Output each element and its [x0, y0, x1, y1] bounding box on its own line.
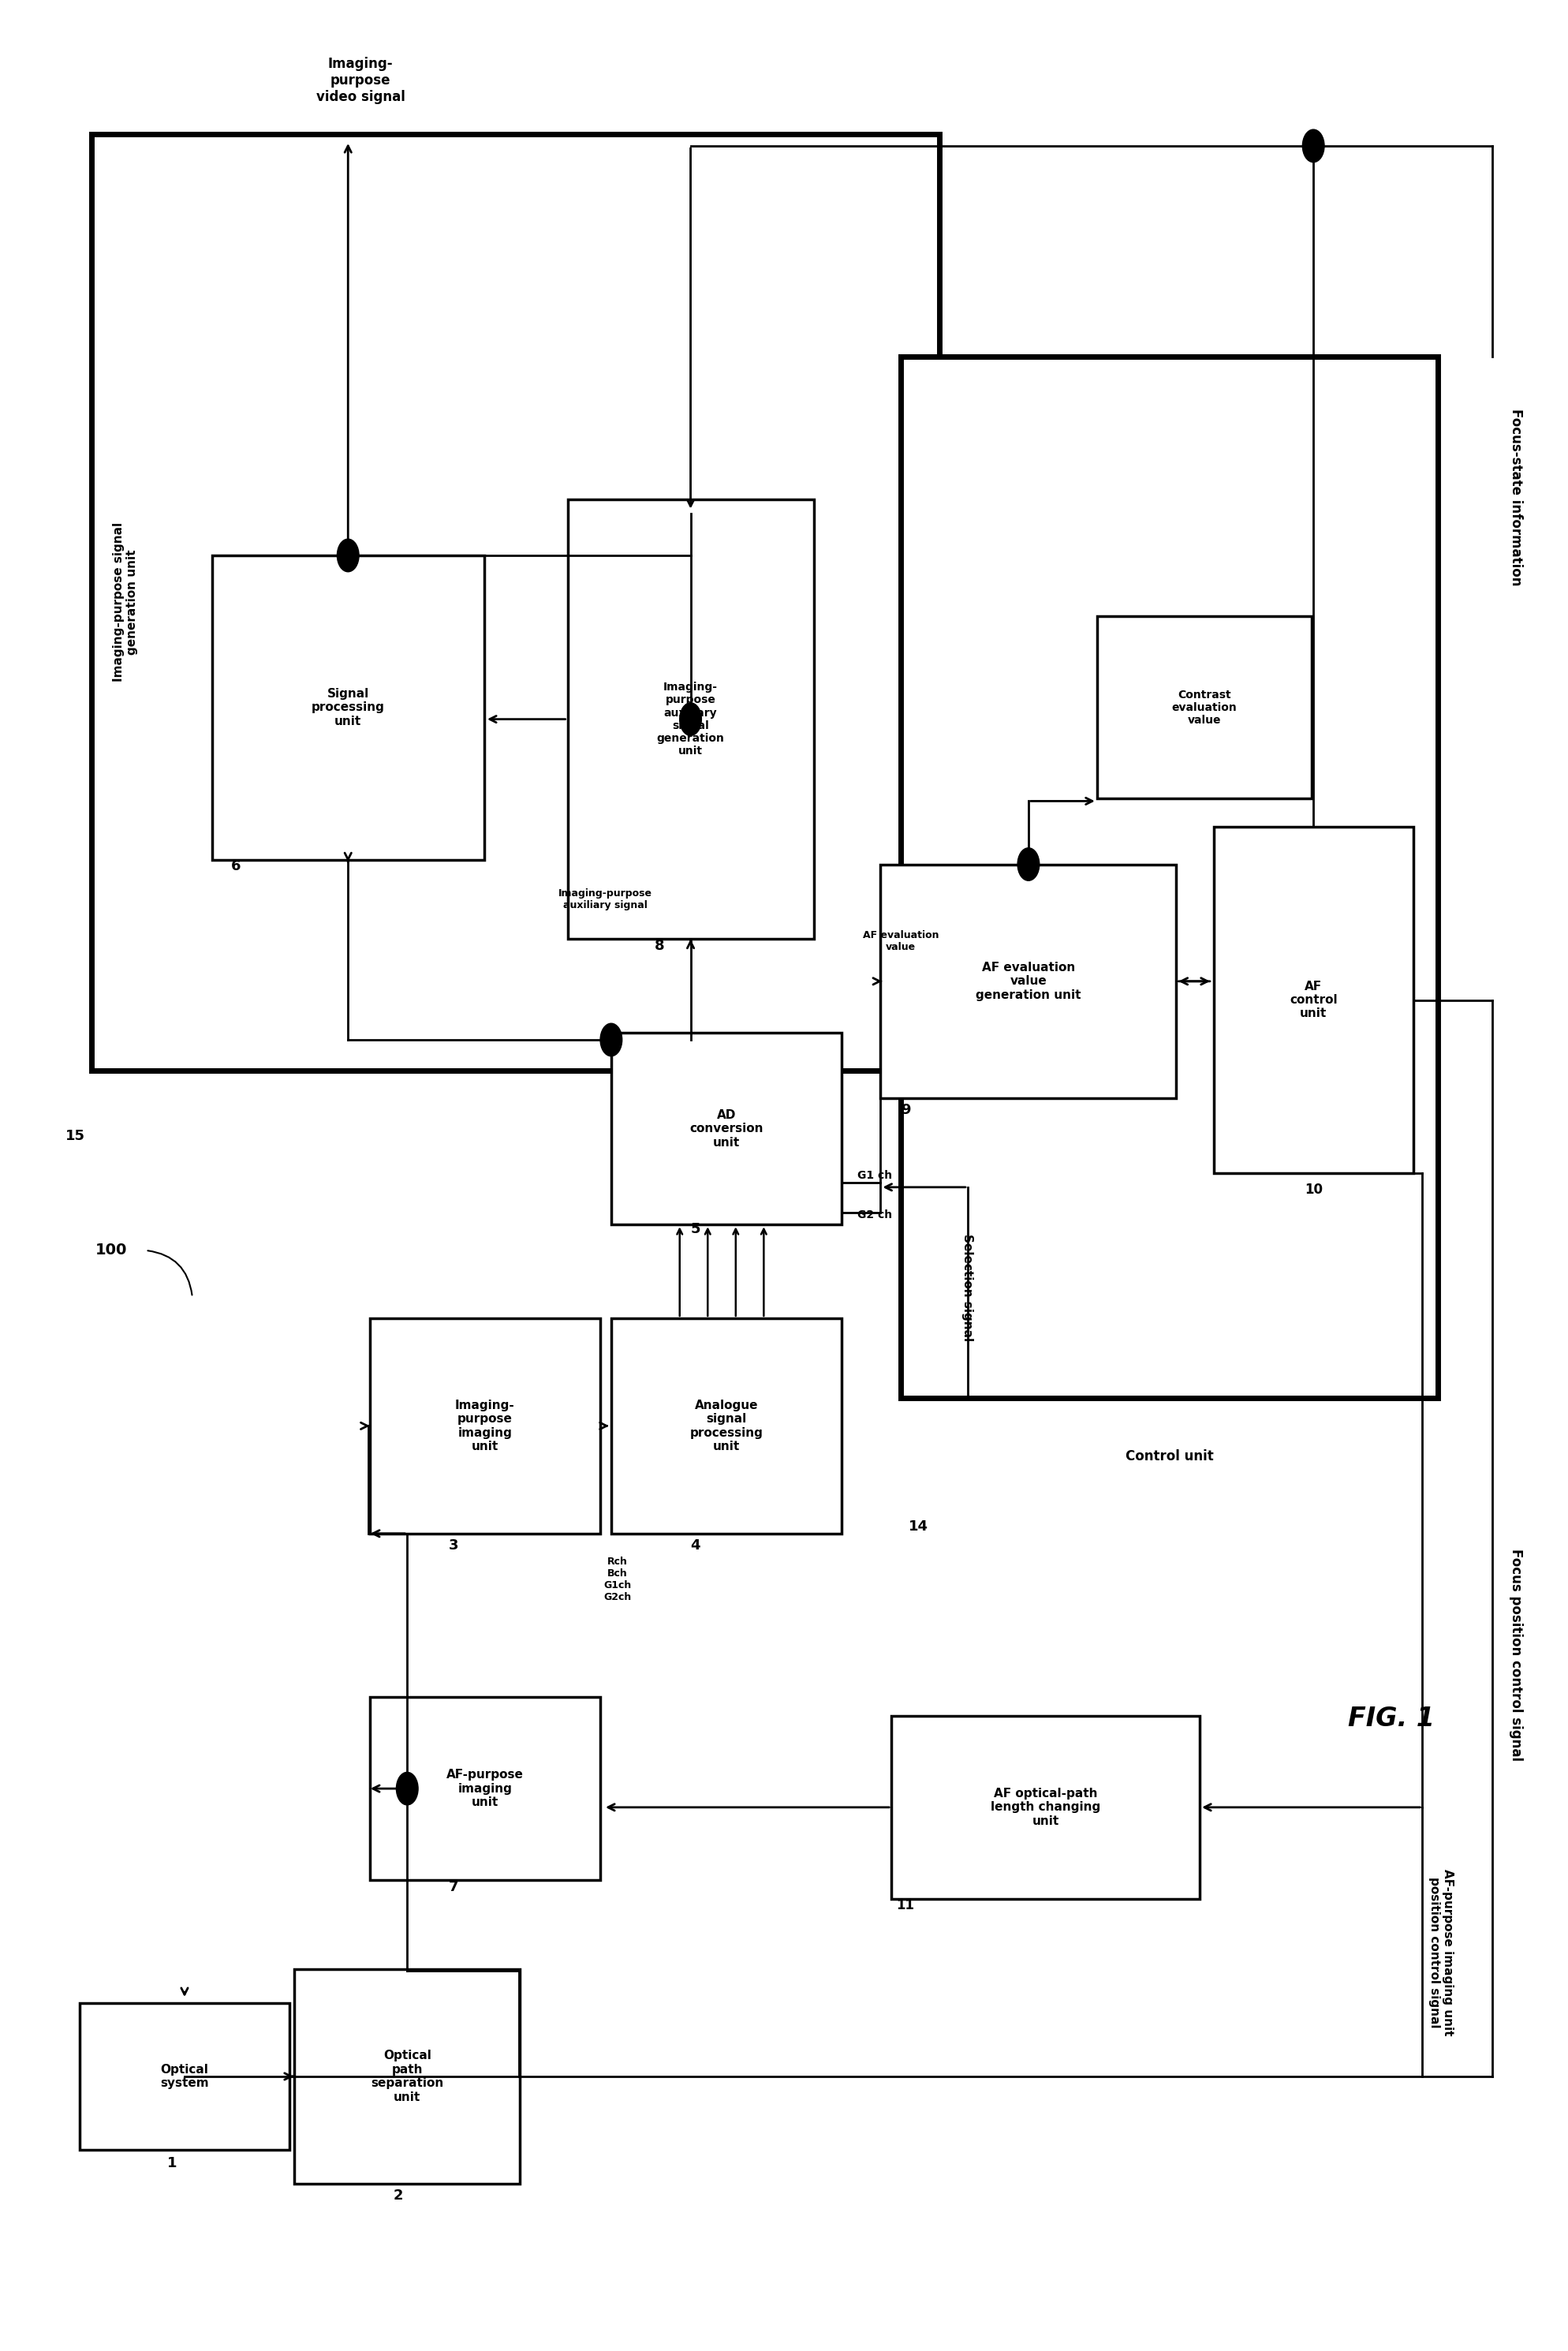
FancyBboxPatch shape [212, 555, 485, 860]
FancyBboxPatch shape [612, 1032, 842, 1225]
Text: Rch
Bch
G1ch
G2ch: Rch Bch G1ch G2ch [604, 1556, 632, 1603]
Text: 8: 8 [654, 938, 665, 952]
Text: Control unit: Control unit [1126, 1448, 1214, 1462]
Text: Imaging-
purpose
auxiliary
signal
generation
unit: Imaging- purpose auxiliary signal genera… [657, 682, 724, 757]
FancyBboxPatch shape [900, 357, 1438, 1399]
Circle shape [601, 1023, 622, 1056]
FancyBboxPatch shape [568, 498, 814, 938]
FancyBboxPatch shape [1098, 616, 1312, 799]
Text: AF optical-path
length changing
unit: AF optical-path length changing unit [991, 1787, 1101, 1827]
Text: 2: 2 [394, 2189, 403, 2203]
FancyBboxPatch shape [881, 865, 1176, 1098]
Text: Imaging-purpose
auxiliary signal: Imaging-purpose auxiliary signal [558, 889, 652, 910]
FancyBboxPatch shape [612, 1319, 842, 1533]
Circle shape [1303, 129, 1325, 162]
Text: Imaging-
purpose
video signal: Imaging- purpose video signal [317, 56, 405, 103]
Text: Analogue
signal
processing
unit: Analogue signal processing unit [690, 1399, 764, 1453]
Text: G2 ch: G2 ch [858, 1211, 892, 1220]
Text: Optical
system: Optical system [160, 2064, 209, 2090]
Text: Imaging-
purpose
imaging
unit: Imaging- purpose imaging unit [455, 1399, 514, 1453]
Text: Imaging-purpose signal
generation unit: Imaging-purpose signal generation unit [113, 522, 138, 682]
Circle shape [679, 703, 701, 736]
Text: 100: 100 [96, 1244, 127, 1258]
Text: 4: 4 [690, 1538, 701, 1552]
Text: AF evaluation
value
generation unit: AF evaluation value generation unit [975, 962, 1080, 1002]
Text: AD
conversion
unit: AD conversion unit [690, 1110, 764, 1147]
Text: Focus-state information: Focus-state information [1508, 409, 1523, 585]
Text: 3: 3 [448, 1538, 459, 1552]
FancyBboxPatch shape [295, 1968, 521, 2184]
Text: AF-purpose imaging unit
position control signal: AF-purpose imaging unit position control… [1428, 1869, 1454, 2036]
Text: 14: 14 [908, 1519, 928, 1533]
Text: 15: 15 [66, 1128, 85, 1143]
Text: FIG. 1: FIG. 1 [1348, 1704, 1435, 1730]
Text: G1 ch: G1 ch [858, 1171, 892, 1180]
Circle shape [337, 538, 359, 571]
Text: 11: 11 [897, 1900, 914, 1914]
FancyBboxPatch shape [370, 1697, 601, 1881]
Circle shape [1018, 849, 1040, 882]
FancyBboxPatch shape [370, 1319, 601, 1533]
FancyBboxPatch shape [80, 2003, 290, 2151]
Text: 6: 6 [230, 860, 241, 875]
Text: 7: 7 [448, 1881, 459, 1895]
FancyBboxPatch shape [1214, 828, 1413, 1173]
FancyBboxPatch shape [91, 134, 939, 1070]
Text: Selection signal: Selection signal [961, 1234, 974, 1342]
Text: Optical
path
separation
unit: Optical path separation unit [370, 2050, 444, 2102]
Text: Contrast
evaluation
value: Contrast evaluation value [1171, 689, 1237, 726]
Text: 1: 1 [168, 2156, 177, 2170]
Text: AF-purpose
imaging
unit: AF-purpose imaging unit [447, 1768, 524, 1808]
Circle shape [397, 1773, 419, 1806]
Text: Focus position control signal: Focus position control signal [1508, 1549, 1523, 1761]
Text: AF evaluation
value: AF evaluation value [862, 931, 939, 952]
Text: Signal
processing
unit: Signal processing unit [312, 689, 384, 726]
Text: 5: 5 [690, 1223, 701, 1237]
Text: AF
control
unit: AF control unit [1289, 980, 1338, 1020]
Text: 9: 9 [900, 1103, 911, 1117]
Text: 10: 10 [1305, 1183, 1322, 1197]
FancyBboxPatch shape [892, 1716, 1200, 1900]
